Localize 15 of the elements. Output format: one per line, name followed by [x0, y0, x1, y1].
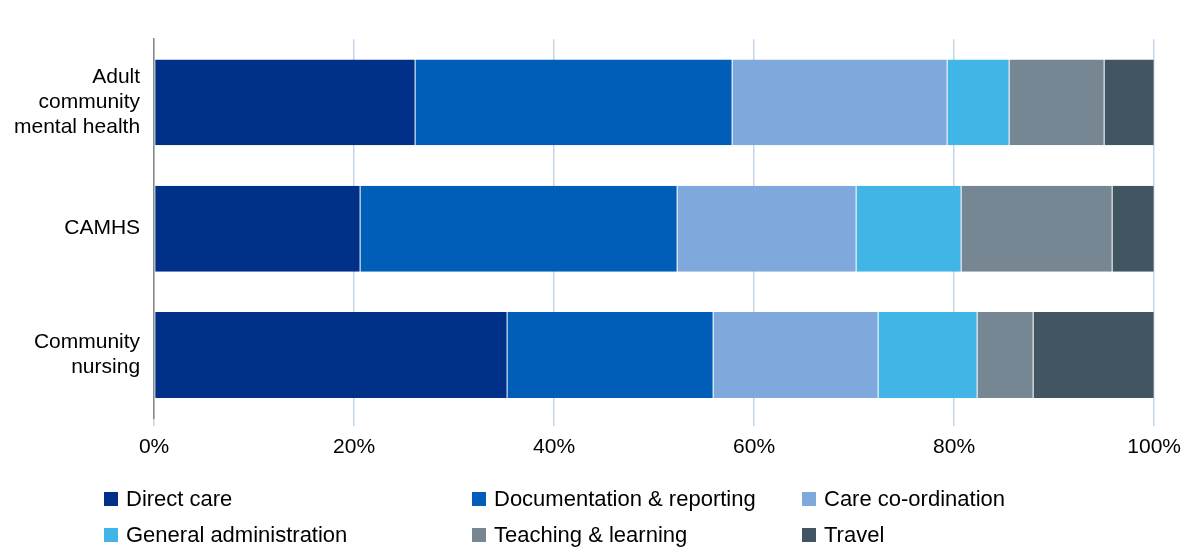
y-tick-label: CAMHS: [64, 215, 141, 239]
x-tick-label: 0%: [138, 433, 170, 457]
x-tick-label: 60%: [733, 433, 776, 457]
legend-label: Direct care: [126, 486, 233, 512]
x-tick-label: 20%: [333, 433, 376, 457]
x-tick-label: 100%: [1127, 433, 1181, 457]
legend-label: General administration: [126, 522, 348, 548]
legend-label: Care co-ordination: [824, 486, 1005, 512]
y-tick-label: Adult community mental health: [13, 63, 141, 138]
y-tick-label: Community nursing: [33, 329, 141, 378]
legend-label: Travel: [824, 522, 885, 548]
legend-label: Teaching & learning: [494, 522, 688, 548]
x-tick-label: 80%: [933, 433, 976, 457]
legend-label: Documentation & reporting: [494, 486, 756, 512]
x-tick-label: 40%: [533, 433, 576, 457]
